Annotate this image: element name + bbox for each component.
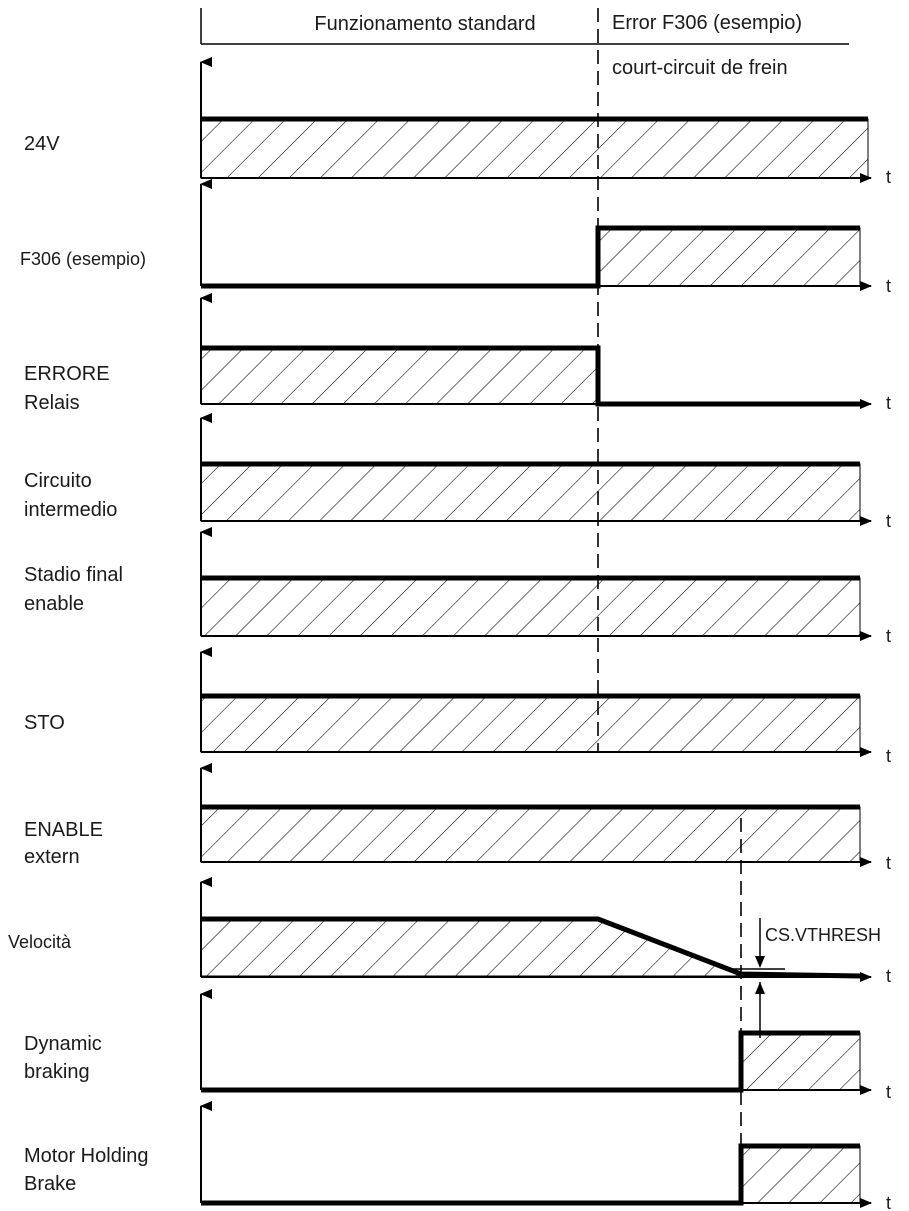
- signal-area: [740, 1032, 861, 1091]
- signal-label: 24V: [24, 133, 60, 155]
- signal-trace: [201, 345, 860, 407]
- signal-label-line1: Dynamic: [24, 1033, 102, 1055]
- signal-area: [597, 227, 861, 287]
- signal-area: [200, 695, 861, 753]
- signal-label-line2: Relais: [24, 392, 80, 414]
- signal-area: [740, 1145, 861, 1204]
- signal-trace: [201, 1030, 860, 1093]
- signal-area: [200, 463, 861, 522]
- signal-label: F306 (esempio): [20, 249, 146, 269]
- signal-24v: 24V t: [24, 57, 891, 187]
- signal-stadio-final-enable: Stadio final enable t: [24, 527, 891, 646]
- signal-circuito-intermedio: Circuito intermedio t: [24, 413, 891, 531]
- time-label: t: [886, 511, 891, 531]
- signal-trace: [201, 916, 861, 979]
- signal-label-line2: extern: [24, 846, 80, 868]
- standard-operation-label: Funzionamento standard: [314, 13, 535, 35]
- signal-label-line1: Circuito: [24, 470, 92, 492]
- signal-area: [200, 806, 861, 863]
- signal-label-line1: Stadio final: [24, 564, 123, 586]
- threshold-label: CS.VTHRESH: [765, 925, 881, 945]
- signal-velocita: Velocità t: [8, 877, 891, 986]
- signal-trace: [201, 225, 860, 289]
- signal-motor-holding-brake: Motor Holding Brake t: [24, 1101, 891, 1211]
- signal-label-line2: braking: [24, 1061, 90, 1083]
- signal-label-line1: ERRORE: [24, 363, 110, 385]
- signal-label-line1: ENABLE: [24, 819, 103, 841]
- signal-dynamic-braking: Dynamic braking t: [24, 989, 891, 1102]
- threshold-indicator: CS.VTHRESH: [730, 918, 881, 1038]
- error-sublabel: court-circuit de frein: [612, 57, 788, 79]
- signal-area: [200, 918, 742, 977]
- signal-label-line2: enable: [24, 593, 84, 615]
- signal-area: [200, 347, 599, 405]
- signal-f306: F306 (esempio) t: [20, 179, 891, 296]
- time-label: t: [886, 1082, 891, 1102]
- time-label: t: [886, 167, 891, 187]
- signal-label-line2: Brake: [24, 1173, 76, 1195]
- signal-sto: STO t: [24, 647, 891, 766]
- signal-enable-extern: ENABLE extern t: [24, 763, 891, 873]
- time-label: t: [886, 1193, 891, 1211]
- signal-trace: [201, 1143, 860, 1206]
- time-label: t: [886, 276, 891, 296]
- time-label: t: [886, 966, 891, 986]
- threshold-down-arrowhead: [755, 956, 765, 968]
- header: Funzionamento standard Error F306 (esemp…: [200, 8, 849, 79]
- error-label: Error F306 (esempio): [612, 12, 802, 34]
- signal-area: [200, 118, 869, 179]
- signal-label: Velocità: [8, 932, 72, 952]
- signal-errore-relais: ERRORE Relais t: [24, 293, 891, 414]
- signal-label-line2: intermedio: [24, 499, 117, 521]
- time-label: t: [886, 853, 891, 873]
- threshold-up-arrowhead: [755, 982, 765, 994]
- signal-area: [200, 577, 861, 637]
- signal-label: STO: [24, 712, 65, 734]
- time-label: t: [886, 746, 891, 766]
- time-label: t: [886, 393, 891, 413]
- signal-label-line1: Motor Holding: [24, 1145, 149, 1167]
- time-label: t: [886, 626, 891, 646]
